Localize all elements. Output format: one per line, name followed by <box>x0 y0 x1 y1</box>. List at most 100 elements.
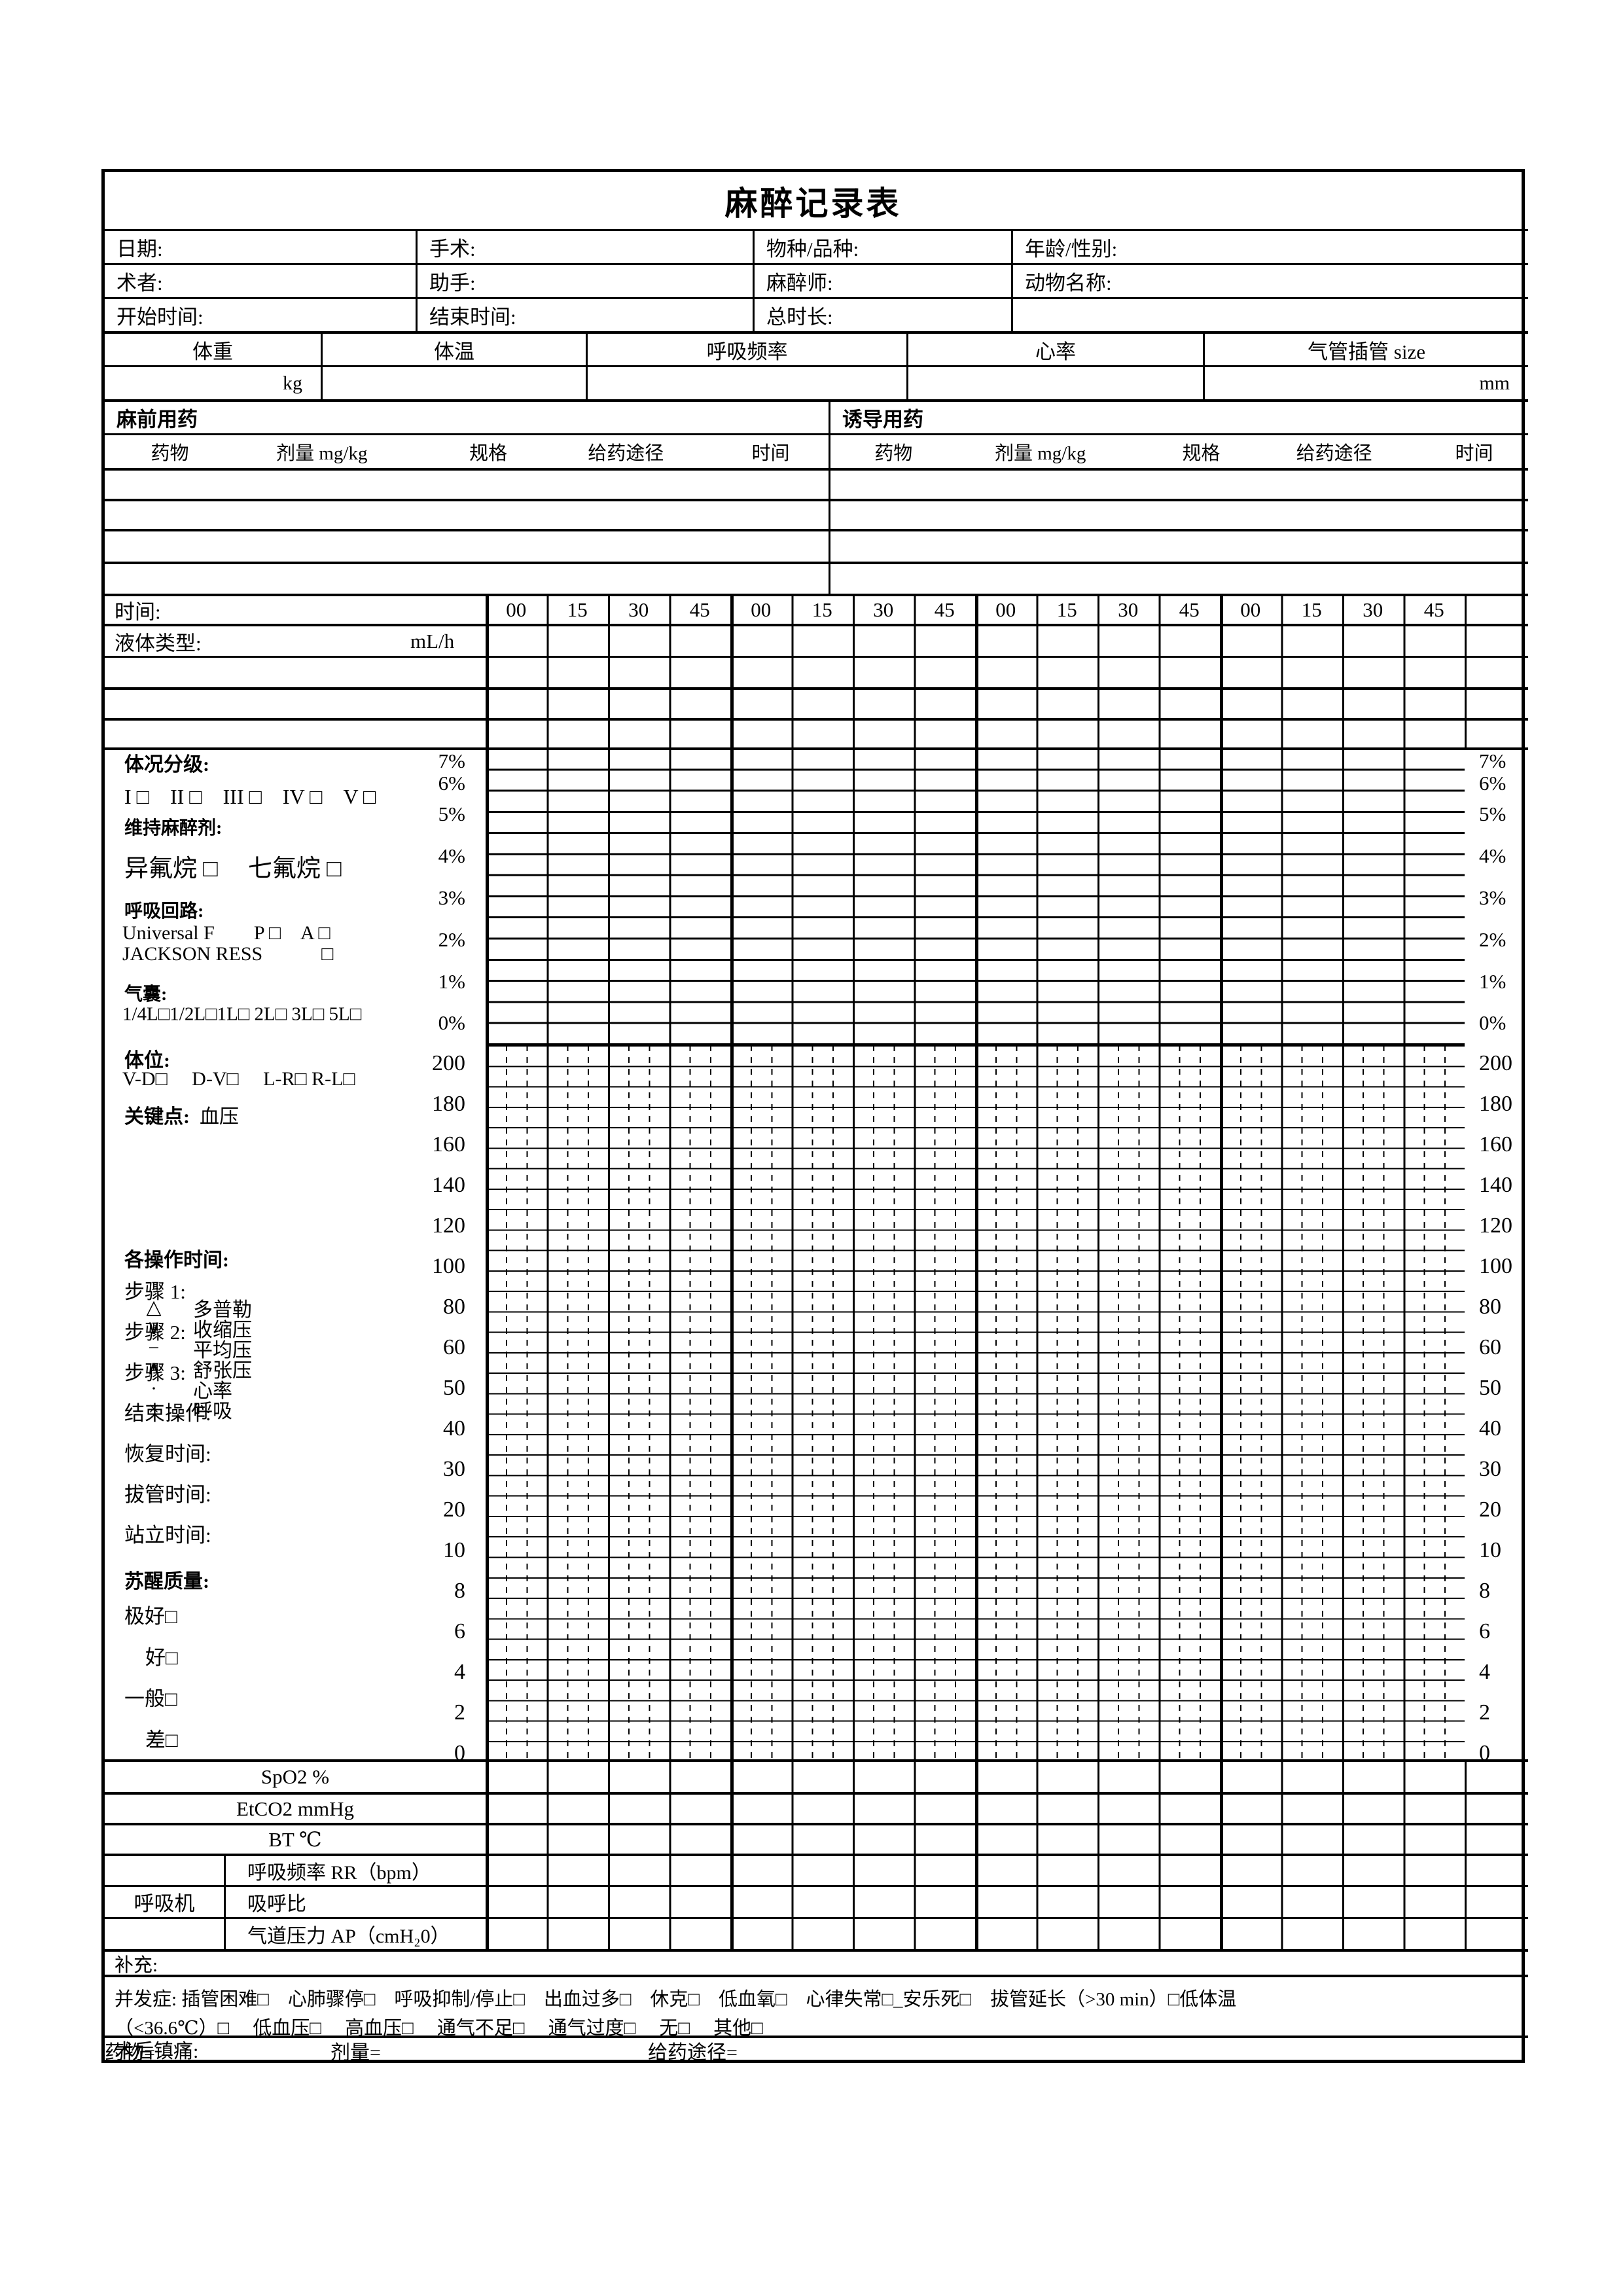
complications-row[interactable]: 并发症: 插管困难□ 心肺骤停□ 呼吸抑制/停止□ 出血过多□ 休克□ 低血氧□… <box>105 1975 1528 2039</box>
operation-step-field[interactable]: 步骤 2: <box>124 1310 478 1350</box>
value-scale-label: 6 <box>454 1619 465 1643</box>
operation-step-field[interactable]: 步骤 3: <box>124 1350 478 1391</box>
medication-entry-row <box>105 562 1528 594</box>
anesthetic-percent-grid[interactable] <box>486 747 1465 1043</box>
maintenance-options[interactable]: 异氟烷 □ 七氟烷 □ <box>124 855 342 882</box>
info-field[interactable]: 年龄/性别: <box>1011 231 1528 263</box>
keypoints-label: 关键点: <box>124 1106 190 1128</box>
percent-scale-label: 1% <box>438 970 465 993</box>
recovery-option[interactable]: 好□ <box>124 1635 478 1676</box>
supplement-row[interactable]: 补充: <box>105 1949 1528 1976</box>
info-field[interactable]: 术者: <box>105 265 416 297</box>
info-field[interactable]: 手术: <box>416 231 753 263</box>
ventilator-ap-row[interactable]: 气道压力 AP（cmH₂0） <box>105 1917 1528 1949</box>
heartrate-field[interactable] <box>906 367 1203 399</box>
recovery-option[interactable]: 差□ <box>124 1717 478 1759</box>
fluid-row[interactable]: 液体类型: mL/h <box>105 624 1528 656</box>
vitals-header: 体温 <box>321 334 586 365</box>
fluid-entry-row[interactable] <box>105 656 1528 687</box>
position-options[interactable]: V-D□ D-V□ L-R□ R-L□ <box>122 1068 355 1090</box>
bag-label: 气囊: <box>124 984 168 1005</box>
info-field-label: 手术: <box>429 238 476 260</box>
vitals-chart-grid[interactable] <box>486 1043 1465 1761</box>
ventilator-ie-row[interactable]: 吸呼比 <box>105 1885 1528 1917</box>
med-column-header: 规格 <box>1182 443 1221 464</box>
premed-entry[interactable] <box>105 531 829 562</box>
recovery-option-label: 好□ <box>145 1646 178 1669</box>
operation-step-field[interactable]: 步骤 1: <box>124 1269 478 1310</box>
info-field[interactable]: 总时长: <box>753 299 1011 331</box>
time-tick: 45 <box>914 596 976 624</box>
condition-grade-options[interactable]: I □ II □ III □ IV □ V □ <box>124 785 376 808</box>
induction-entry[interactable] <box>829 531 1530 562</box>
operation-step-field[interactable]: 拔管时间: <box>124 1472 478 1513</box>
bag-options[interactable]: 1/4L□1/2L□1L□ 2L□ 3L□ 5L□ <box>122 1003 362 1025</box>
analgesia-row[interactable]: 药物= 剂量= 给药途径= <box>105 2036 1528 2064</box>
info-field-label: 开始时间: <box>116 306 204 329</box>
value-scale-label: 60 <box>1479 1335 1501 1359</box>
supplement-label: 补充: <box>115 1954 158 1976</box>
operation-times-label: 各操作时间: <box>124 1249 229 1271</box>
time-tick: 30 <box>853 596 914 624</box>
induction-entry[interactable] <box>829 564 1530 594</box>
info-field[interactable]: 助手: <box>416 265 753 297</box>
value-scale-label: 10 <box>443 1538 465 1562</box>
value-scale-label: 200 <box>1479 1051 1512 1075</box>
respiration-field[interactable] <box>586 367 906 399</box>
recovery-option[interactable]: 极好□ <box>124 1594 478 1635</box>
info-field[interactable]: 日期: <box>105 231 416 263</box>
induction-entry[interactable] <box>829 471 1530 499</box>
premed-entry[interactable] <box>105 564 829 594</box>
ventilator-rr-row[interactable]: 呼吸频率 RR（bpm） <box>105 1854 1528 1885</box>
med-column-header: 剂量 mg/kg <box>276 443 368 464</box>
info-field[interactable]: 开始时间: <box>105 299 416 331</box>
temperature-field[interactable] <box>321 367 586 399</box>
induction-entry[interactable] <box>829 501 1530 529</box>
operation-step-label: 结束操作: <box>124 1401 211 1425</box>
analgesia-label: 术后镇痛: <box>115 2041 199 2062</box>
operation-step-label: 恢复时间: <box>124 1442 211 1465</box>
spo2-label: SpO2 % <box>260 1765 330 1788</box>
fluid-entry-row[interactable] <box>105 718 1528 747</box>
time-tick: 00 <box>486 596 547 624</box>
operation-step-label: 步骤 3: <box>124 1361 186 1384</box>
circuit-option-jackson[interactable]: JACKSON RESS □ <box>122 943 334 965</box>
value-scale-label: 6 <box>1479 1619 1490 1643</box>
percent-scale-label: 7% <box>1479 749 1507 772</box>
vitals-header-label: 气管插管 size <box>1308 340 1425 363</box>
legend-row: × 呼吸 <box>105 1398 486 1422</box>
info-field[interactable]: 麻醉师: <box>753 265 1011 297</box>
fluid-entry-row[interactable] <box>105 687 1528 718</box>
percent-scale-label: 3% <box>1479 886 1507 909</box>
info-field-label: 结束时间: <box>429 306 516 329</box>
time-tick-label: 00 <box>1240 598 1261 621</box>
bt-row[interactable]: BT ℃ <box>105 1823 1528 1854</box>
operation-step-field[interactable]: 结束操作: <box>124 1391 478 1431</box>
premed-entry[interactable] <box>105 501 829 529</box>
info-field[interactable] <box>1011 299 1528 331</box>
etco2-row[interactable]: EtCO2 mmHg <box>105 1792 1528 1823</box>
value-scale-left: 200 180 160 140 120 100 80 60 50 40 30 20 10 8 6 4 2 0 <box>370 1043 474 1765</box>
weight-field[interactable]: kg <box>105 367 321 399</box>
tube-size-field[interactable]: mm <box>1203 367 1528 399</box>
value-scale-label: 40 <box>1479 1416 1501 1441</box>
premed-entry[interactable] <box>105 471 829 499</box>
info-field-label: 动物名称: <box>1025 272 1112 295</box>
operation-step-field[interactable]: 站立时间: <box>124 1513 478 1553</box>
spo2-row[interactable]: SpO2 % <box>105 1759 1528 1792</box>
circuit-option-universal[interactable]: Universal F P □ A □ <box>122 922 330 944</box>
percent-scale-right: 7% 6% 5% 4% 3% 2% 1% 0% <box>1470 747 1575 1043</box>
info-field[interactable]: 物种/品种: <box>753 231 1011 263</box>
recovery-option[interactable]: 一般□ <box>124 1676 478 1717</box>
operation-step-field[interactable]: 恢复时间: <box>124 1431 478 1472</box>
percent-scale-label: 2% <box>438 928 465 951</box>
info-field-label: 物种/品种: <box>766 238 859 260</box>
value-scale-label: 30 <box>1479 1457 1501 1481</box>
info-field[interactable]: 结束时间: <box>416 299 753 331</box>
percent-scale-label: 3% <box>438 886 465 909</box>
info-field[interactable]: 动物名称: <box>1011 265 1528 297</box>
recovery-option-label: 极好□ <box>124 1605 177 1628</box>
recovery-quality-label: 苏醒质量: <box>124 1571 209 1592</box>
value-scale-label: 30 <box>443 1457 465 1481</box>
time-tick-label: 45 <box>934 598 955 621</box>
